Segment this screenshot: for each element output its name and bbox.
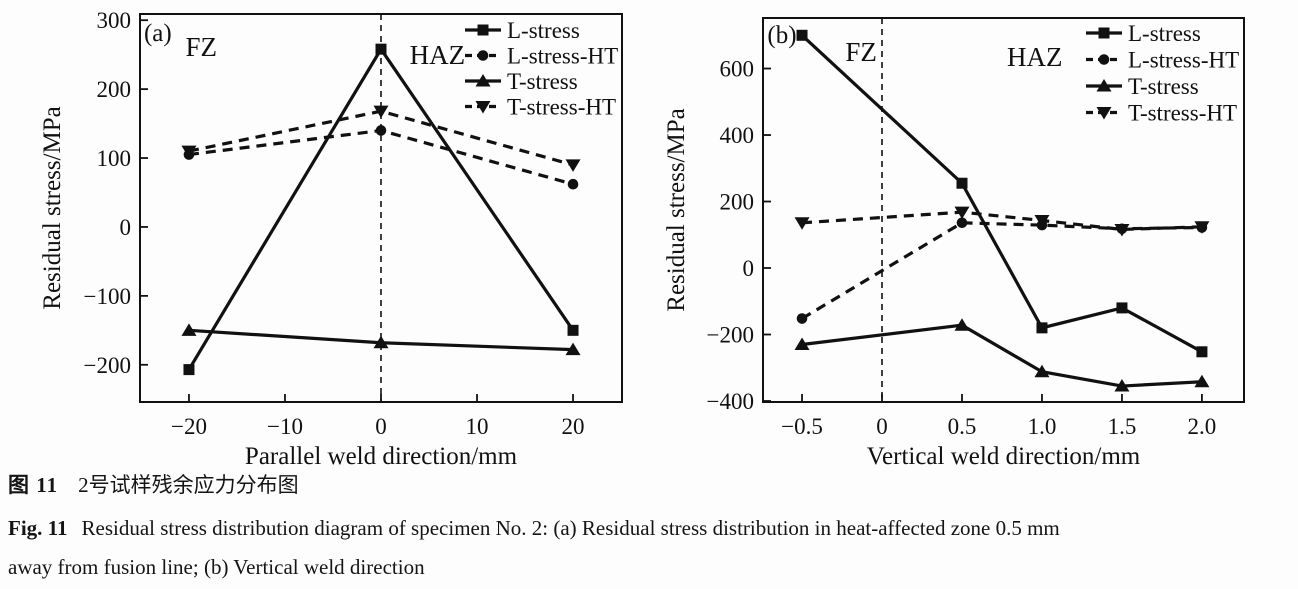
caption-line-zh: 图 11 2号试样残余应力分布图 bbox=[8, 474, 1294, 496]
y-tick-label: −200 bbox=[84, 353, 131, 378]
caption-zh-text: 2号试样残余应力分布图 bbox=[78, 473, 299, 497]
caption-line-en-1: Fig. 11 Residual stress distribution diag… bbox=[8, 517, 1294, 539]
legend-label-L-stress-HT: L-stress-HT bbox=[507, 44, 618, 69]
zone-label-haz: HAZ bbox=[1007, 42, 1063, 72]
data-point-L-stress-HT bbox=[567, 178, 579, 190]
data-point-L-stress bbox=[567, 324, 579, 336]
data-point-L-stress bbox=[796, 29, 808, 41]
y-tick-label: 100 bbox=[97, 146, 132, 171]
series-line-L-stress-HT bbox=[801, 221, 1202, 320]
data-point-T-stress-HT bbox=[181, 145, 197, 159]
y-tick-label: 600 bbox=[720, 57, 755, 82]
legend-label-T-stress: T-stress bbox=[507, 69, 578, 94]
x-tick-label: 0 bbox=[375, 414, 387, 439]
plot-frame bbox=[762, 17, 1245, 403]
caption-zh-label: 图 11 bbox=[8, 473, 59, 497]
figure-caption: 图 11 2号试样残余应力分布图 Fig. 11 Residual stress d… bbox=[8, 474, 1294, 578]
caption-en-text-1: Residual stress distribution diagram of … bbox=[81, 516, 1060, 540]
x-tick-label: 0 bbox=[876, 414, 888, 439]
caption-en-text-2: away from fusion line; (b) Vertical weld… bbox=[8, 555, 425, 579]
legend-label-T-stress-HT: T-stress-HT bbox=[507, 95, 616, 120]
data-point-T-stress-HT bbox=[1194, 221, 1210, 234]
legend-marker-T-stress-HT bbox=[475, 101, 491, 114]
legend-label-T-stress-HT: T-stress-HT bbox=[1128, 101, 1237, 126]
panel-label: (a) bbox=[144, 20, 172, 47]
x-axis-label: Parallel weld direction/mm bbox=[245, 443, 518, 470]
data-point-L-stress bbox=[1036, 322, 1048, 334]
series-line-T-stress bbox=[801, 323, 1203, 388]
data-point-T-stress bbox=[1194, 374, 1210, 388]
data-point-T-stress-HT bbox=[1114, 223, 1130, 237]
data-point-L-stress-HT bbox=[375, 125, 387, 136]
x-tick-label: 10 bbox=[466, 414, 489, 439]
data-point-T-stress-HT bbox=[565, 159, 581, 172]
data-point-T-stress bbox=[181, 323, 197, 336]
legend-marker-L-stress-HT bbox=[1098, 54, 1110, 65]
zone-label-fz: FZ bbox=[845, 37, 877, 67]
data-point-L-stress-HT bbox=[796, 313, 808, 324]
zone-label-fz: FZ bbox=[185, 32, 217, 62]
data-point-T-stress bbox=[1114, 379, 1130, 392]
data-point-L-stress bbox=[1196, 346, 1208, 358]
y-axis-label: Residual stress/MPa bbox=[39, 106, 66, 309]
data-point-T-stress bbox=[1034, 364, 1050, 378]
data-point-L-stress bbox=[1116, 302, 1128, 314]
data-point-L-stress bbox=[956, 177, 968, 189]
y-axis-label: Residual stress/MPa bbox=[663, 108, 690, 311]
y-tick-label: −100 bbox=[84, 284, 131, 309]
chart-panel-b: −0.5 0 0.5 1.0 1.5 2.0 −400 −200 0 200 400 600 Verti… bbox=[663, 17, 1245, 470]
legend-label-L-stress: L-stress bbox=[1128, 21, 1201, 46]
y-tick-label: 200 bbox=[720, 190, 755, 215]
legend-marker-L-stress bbox=[1098, 27, 1110, 39]
legend-marker-L-stress bbox=[477, 24, 489, 36]
data-point-L-stress bbox=[375, 43, 387, 55]
legend-marker-T-stress bbox=[475, 74, 491, 87]
y-tick-label: 0 bbox=[120, 215, 132, 240]
y-tick-label: 300 bbox=[97, 8, 132, 33]
x-tick-label: 1.0 bbox=[1028, 414, 1057, 439]
legend-label-L-stress-HT: L-stress-HT bbox=[1128, 48, 1239, 73]
x-tick-label: 1.5 bbox=[1108, 414, 1137, 439]
data-point-T-stress-HT bbox=[373, 105, 389, 119]
legend-marker-T-stress bbox=[1096, 79, 1112, 92]
data-point-T-stress bbox=[954, 318, 970, 331]
data-point-T-stress bbox=[565, 342, 581, 356]
data-point-L-stress bbox=[183, 364, 195, 376]
y-tick-label: 400 bbox=[720, 123, 755, 148]
y-tick-label: 200 bbox=[97, 77, 132, 102]
y-tick-label: −200 bbox=[707, 323, 754, 348]
caption-en-label: Fig. 11 bbox=[8, 516, 68, 540]
legend-marker-T-stress-HT bbox=[1096, 107, 1112, 120]
data-point-T-stress-HT bbox=[954, 206, 970, 220]
data-point-T-stress-HT bbox=[794, 217, 810, 230]
x-tick-label: −0.5 bbox=[781, 414, 823, 439]
data-point-L-stress-HT bbox=[956, 217, 968, 229]
data-point-T-stress bbox=[373, 335, 389, 349]
x-tick-label: 20 bbox=[562, 414, 585, 439]
y-tick-label: 0 bbox=[743, 256, 755, 281]
legend-label-T-stress: T-stress bbox=[1128, 74, 1199, 99]
x-axis-label: Vertical weld direction/mm bbox=[867, 443, 1141, 470]
y-tick-label: −400 bbox=[707, 389, 754, 414]
x-tick-label: 0.5 bbox=[948, 414, 977, 439]
x-tick-label: 2.0 bbox=[1188, 414, 1217, 439]
x-tick-label: −10 bbox=[267, 414, 303, 439]
x-tick-label: −20 bbox=[171, 414, 207, 439]
zone-label-haz: HAZ bbox=[410, 40, 466, 70]
legend-label-L-stress: L-stress bbox=[507, 18, 580, 43]
data-point-T-stress bbox=[794, 337, 810, 350]
data-point-T-stress-HT bbox=[1034, 214, 1050, 228]
panel-label: (b) bbox=[767, 22, 796, 49]
legend-marker-L-stress-HT bbox=[477, 50, 489, 61]
